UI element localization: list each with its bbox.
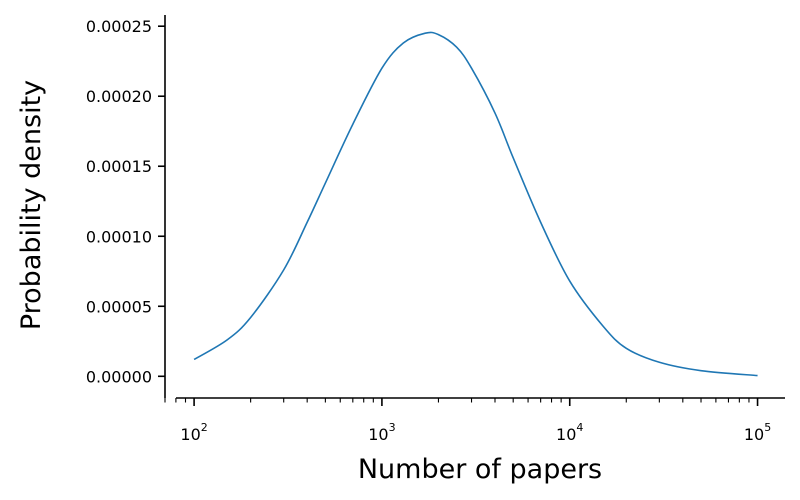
x-tick-label: 105 <box>744 421 771 444</box>
series-layer <box>193 31 758 377</box>
y-tick-label: 0.00020 <box>86 87 152 106</box>
y-axis-title: Probability density <box>16 80 47 330</box>
plot-area: 0.00000 0.00005 0.00010 0.00015 0.00020 0.000… <box>86 15 785 444</box>
y-tick-label: 0.00025 <box>86 17 152 36</box>
y-tick-label: 0.00010 <box>86 227 152 246</box>
x-tick-label: 103 <box>368 421 395 444</box>
y-tick-label: 0.00000 <box>86 367 152 386</box>
x-axis-title: Number of papers <box>358 454 602 485</box>
x-tick-label: 102 <box>180 421 207 444</box>
density-curve-line <box>193 31 758 377</box>
y-tick-label: 0.00015 <box>86 157 152 176</box>
y-tick-label: 0.00005 <box>86 297 152 316</box>
y-axis-ticks: 0.00000 0.00005 0.00010 0.00015 0.00020 0.000… <box>86 17 165 386</box>
x-axis-ticks: 102 103 104 105 <box>164 398 771 444</box>
x-tick-label: 104 <box>556 421 583 444</box>
